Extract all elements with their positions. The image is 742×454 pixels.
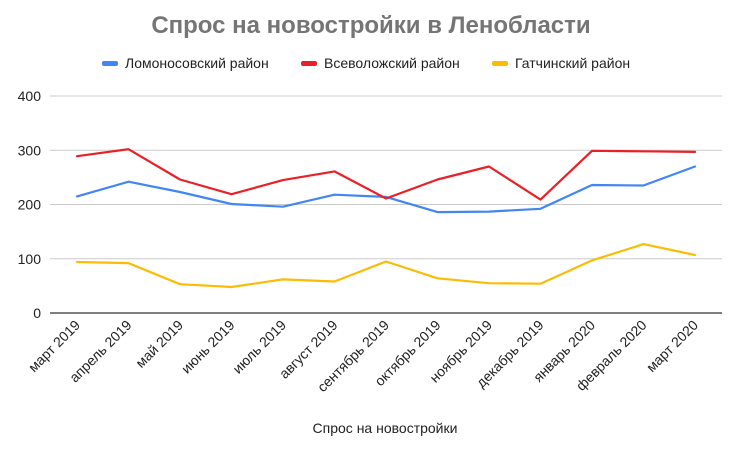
legend-swatch-lomonosov [102, 61, 118, 66]
gridlines [50, 95, 722, 314]
legend-label-lomonosov: Ломоносовский район [125, 55, 269, 71]
y-tick-label: 200 [18, 197, 42, 213]
y-tick-label: 300 [18, 142, 42, 158]
legend-label-vsevolozhsk: Всеволожский район [324, 55, 460, 71]
y-tick-label: 0 [33, 305, 41, 321]
legend-item-gatchina[interactable]: Гатчинский район [492, 55, 630, 71]
chart-title: Спрос на новостройки в Ленобласти [151, 12, 590, 39]
series-line-0 [75, 165, 697, 214]
y-axis-ticks: 0 100 200 300 400 [18, 88, 42, 321]
legend-swatch-vsevolozhsk [301, 61, 317, 66]
legend-item-vsevolozhsk[interactable]: Всеволожский район [301, 55, 460, 71]
series-line-2 [75, 243, 697, 289]
y-tick-label: 400 [18, 88, 42, 104]
legend-label-gatchina: Гатчинский район [515, 55, 630, 71]
series-line-1 [75, 148, 697, 201]
legend-item-lomonosov[interactable]: Ломоносовский район [102, 55, 269, 71]
x-axis-label: Спрос на новостройки [313, 420, 458, 436]
series-lines [75, 148, 697, 289]
x-tick-label: июнь 2019 [178, 317, 238, 377]
x-tick-label: май 2019 [132, 317, 186, 371]
y-tick-label: 100 [18, 251, 42, 267]
legend: Ломоносовский район Всеволожский район Г… [102, 55, 630, 71]
legend-swatch-gatchina [492, 61, 508, 66]
x-tick-label: март 2020 [643, 317, 701, 375]
